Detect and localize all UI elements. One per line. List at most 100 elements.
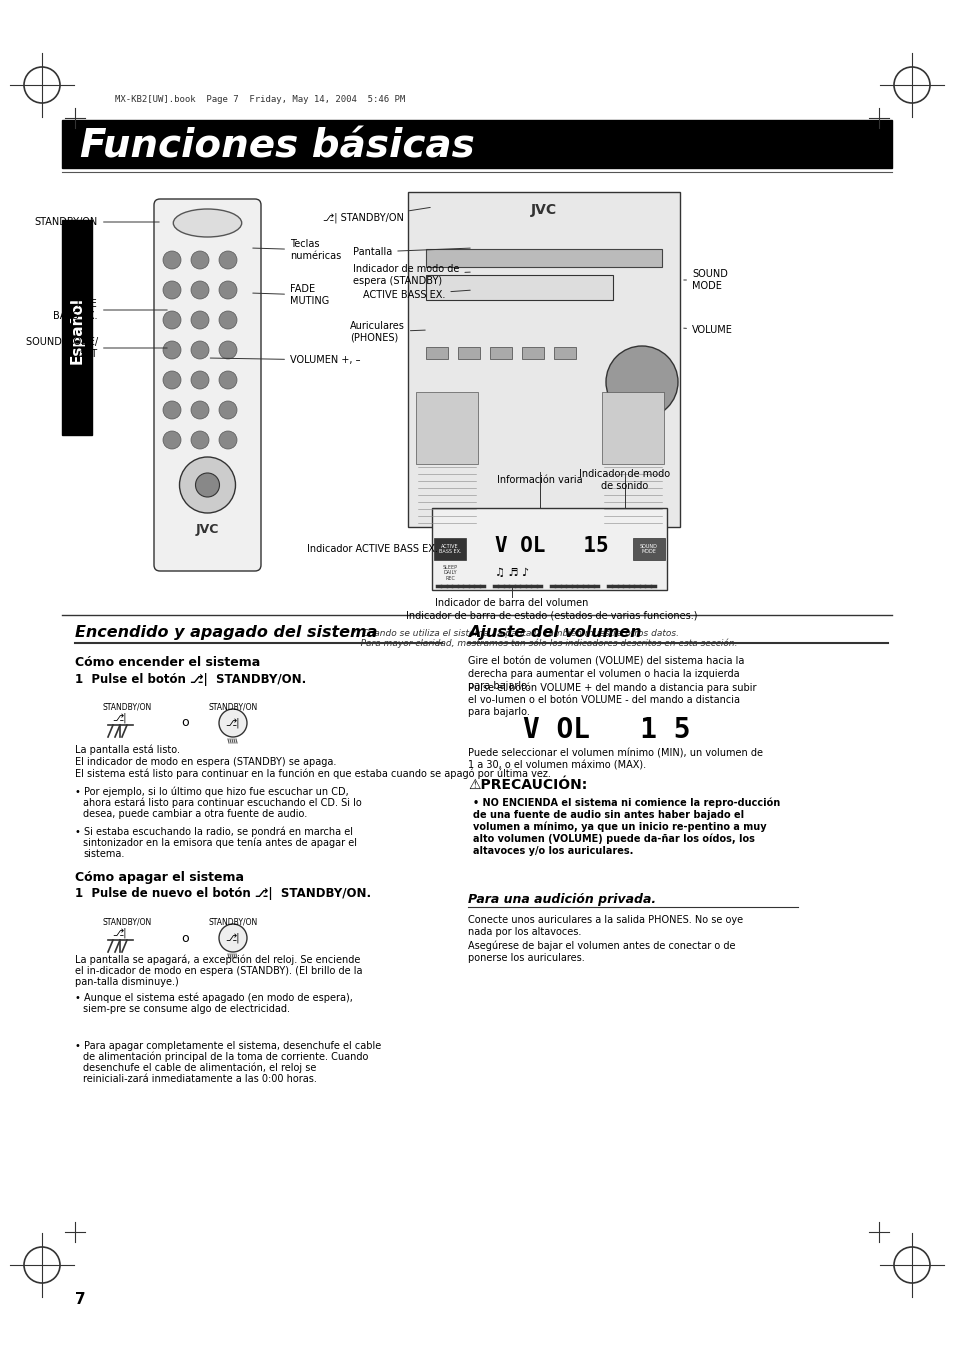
Ellipse shape (173, 209, 241, 236)
Bar (490, 347, 512, 359)
Text: desea, puede cambiar a otra fuente de audio.: desea, puede cambiar a otra fuente de au… (83, 809, 307, 819)
Text: Indicador de modo
de sonido: Indicador de modo de sonido (578, 469, 670, 490)
Text: Español: Español (70, 296, 85, 363)
Circle shape (219, 401, 236, 419)
Text: Indicador de modo de
espera (STANDBY): Indicador de modo de espera (STANDBY) (353, 265, 470, 286)
Text: VOLUME: VOLUME (683, 326, 732, 335)
Text: o: o (181, 931, 189, 944)
Text: STANDBY/ON: STANDBY/ON (102, 703, 152, 712)
Text: o: o (181, 716, 189, 730)
Text: STANDBY/ON: STANDBY/ON (102, 917, 152, 927)
Text: sistema.: sistema. (83, 848, 124, 859)
Text: Gire el botón de volumen (VOLUME) del sistema hacia la: Gire el botón de volumen (VOLUME) del si… (468, 657, 743, 667)
Text: JVC: JVC (531, 203, 557, 218)
Circle shape (163, 251, 181, 269)
Text: derecha para aumentar el volumen o hacia la izquierda: derecha para aumentar el volumen o hacia… (468, 669, 739, 680)
Circle shape (219, 340, 236, 359)
Text: para bajarlo.: para bajarlo. (468, 681, 529, 690)
Circle shape (219, 281, 236, 299)
Text: • Aunque el sistema esté apagado (en modo de espera),: • Aunque el sistema esté apagado (en mod… (75, 993, 353, 1004)
Circle shape (163, 431, 181, 449)
Circle shape (219, 709, 247, 738)
Text: Ajuste del volumen: Ajuste del volumen (468, 626, 640, 640)
Text: *  Cuando se utiliza el sistema, la pantalla también muestra otros datos.
   Par: * Cuando se utiliza el sistema, la panta… (352, 628, 737, 648)
Text: La pantalla está listo.: La pantalla está listo. (75, 744, 180, 755)
Text: ♫ ♬ ♪: ♫ ♬ ♪ (495, 567, 529, 578)
Text: ahora estará listo para continuar escuchando el CD. Si lo: ahora estará listo para continuar escuch… (83, 797, 361, 808)
Text: Funciones básicas: Funciones básicas (80, 128, 475, 166)
Circle shape (191, 340, 209, 359)
Text: sintonizador en la emisora que tenía antes de apagar el: sintonizador en la emisora que tenía ant… (83, 838, 356, 848)
Bar (432, 508, 666, 590)
Text: • Para apagar completamente el sistema, desenchufe el cable: • Para apagar completamente el sistema, … (75, 1042, 381, 1051)
Text: Cómo encender el sistema: Cómo encender el sistema (75, 655, 260, 669)
Bar (426, 347, 448, 359)
Text: pan-talla disminuye.): pan-talla disminuye.) (75, 977, 178, 988)
Bar (521, 347, 543, 359)
Circle shape (163, 281, 181, 299)
Text: V OL   15: V OL 15 (495, 536, 608, 557)
Text: STANDBY/ON: STANDBY/ON (34, 218, 159, 227)
Circle shape (191, 251, 209, 269)
Text: STANDBY/ON: STANDBY/ON (208, 917, 257, 927)
Circle shape (605, 346, 678, 417)
Bar (601, 392, 663, 463)
Bar (457, 347, 479, 359)
Text: el in-dicador de modo en espera (STANDBY). (El brillo de la: el in-dicador de modo en espera (STANDBY… (75, 966, 362, 975)
Text: Indicador de barra del volumen: Indicador de barra del volumen (435, 598, 588, 608)
Text: La pantalla se apagará, a excepción del reloj. Se enciende: La pantalla se apagará, a excepción del … (75, 955, 360, 965)
Text: 1 a 30, o el volumen máximo (MAX).: 1 a 30, o el volumen máximo (MAX). (468, 761, 645, 770)
Text: reiniciali-zará inmediatamente a las 0:00 horas.: reiniciali-zará inmediatamente a las 0:0… (83, 1074, 316, 1084)
Text: ⎇|: ⎇| (112, 713, 127, 723)
Text: VOLUMEN +, –: VOLUMEN +, – (210, 355, 360, 365)
Text: El indicador de modo en espera (STANDBY) se apaga.: El indicador de modo en espera (STANDBY)… (75, 757, 336, 767)
Text: ACTIVE
BASS EX.: ACTIVE BASS EX. (53, 299, 167, 320)
FancyBboxPatch shape (153, 199, 261, 571)
Text: SOUND
MODE: SOUND MODE (683, 269, 727, 290)
Text: 1  Pulse de nuevo el botón ⎇|  STANDBY/ON.: 1 Pulse de nuevo el botón ⎇| STANDBY/ON. (75, 888, 371, 901)
Text: ACTIVE
BASS EX.: ACTIVE BASS EX. (438, 543, 460, 554)
Text: ⚠PRECAUCIÓN:: ⚠PRECAUCIÓN: (468, 778, 587, 792)
Text: Información varia: Información varia (497, 476, 582, 485)
Bar (408, 192, 679, 527)
Circle shape (163, 340, 181, 359)
Text: Conecte unos auriculares a la salida PHONES. No se oye: Conecte unos auriculares a la salida PHO… (468, 915, 742, 925)
Text: siem-pre se consume algo de electricidad.: siem-pre se consume algo de electricidad… (83, 1004, 290, 1015)
Text: SOUND
MODE: SOUND MODE (639, 543, 658, 554)
Bar (554, 347, 576, 359)
Text: V OL   1 5: V OL 1 5 (522, 716, 690, 744)
Text: • Por ejemplo, si lo último que hizo fue escuchar un CD,: • Por ejemplo, si lo último que hizo fue… (75, 786, 349, 797)
Circle shape (195, 473, 219, 497)
Text: SOUND MODE/
SET: SOUND MODE/ SET (26, 338, 167, 359)
Text: El sistema está listo para continuar en la función en que estaba cuando se apagó: El sistema está listo para continuar en … (75, 769, 550, 780)
Text: SLEEP
DAILY
REC: SLEEP DAILY REC (442, 565, 457, 581)
Text: ⎇|: ⎇| (112, 928, 127, 938)
Circle shape (219, 372, 236, 389)
Text: ponerse los auriculares.: ponerse los auriculares. (468, 952, 584, 963)
Text: Asegúrese de bajar el volumen antes de conectar o de: Asegúrese de bajar el volumen antes de c… (468, 940, 735, 951)
Text: Puede seleccionar el volumen mínimo (MIN), un volumen de: Puede seleccionar el volumen mínimo (MIN… (468, 748, 762, 758)
Text: STANDBY/ON: STANDBY/ON (208, 703, 257, 712)
Circle shape (191, 372, 209, 389)
Text: Cómo apagar el sistema: Cómo apagar el sistema (75, 870, 244, 884)
Text: Indicador ACTIVE BASS EX.: Indicador ACTIVE BASS EX. (307, 544, 447, 554)
Bar (416, 392, 477, 463)
Text: ACTIVE BASS EX.: ACTIVE BASS EX. (363, 290, 470, 300)
Text: ⎇|: ⎇| (226, 932, 240, 943)
Text: FADE
MUTING: FADE MUTING (253, 284, 329, 305)
Text: Encendido y apagado del sistema: Encendido y apagado del sistema (75, 626, 377, 640)
Text: Pantalla: Pantalla (353, 247, 470, 257)
Text: para bajarlo.: para bajarlo. (468, 707, 529, 717)
Text: Indicador de barra de estado (estados de varias funciones.): Indicador de barra de estado (estados de… (406, 611, 697, 620)
Text: JVC: JVC (195, 523, 219, 536)
Text: 1  Pulse el botón ⎇|  STANDBY/ON.: 1 Pulse el botón ⎇| STANDBY/ON. (75, 674, 306, 686)
Text: alto volumen (VOLUME) puede da-ñar los oídos, los: alto volumen (VOLUME) puede da-ñar los o… (473, 834, 754, 844)
Text: de una fuente de audio sin antes haber bajado el: de una fuente de audio sin antes haber b… (473, 811, 743, 820)
Text: • Si estaba escuchando la radio, se pondrá en marcha el: • Si estaba escuchando la radio, se pond… (75, 827, 353, 838)
Text: Para una audición privada.: Para una audición privada. (468, 893, 656, 907)
Text: desenchufe el cable de alimentación, el reloj se: desenchufe el cable de alimentación, el … (83, 1063, 316, 1073)
Circle shape (163, 401, 181, 419)
Bar (426, 276, 613, 300)
Circle shape (163, 311, 181, 330)
Text: nada por los altavoces.: nada por los altavoces. (468, 927, 580, 938)
